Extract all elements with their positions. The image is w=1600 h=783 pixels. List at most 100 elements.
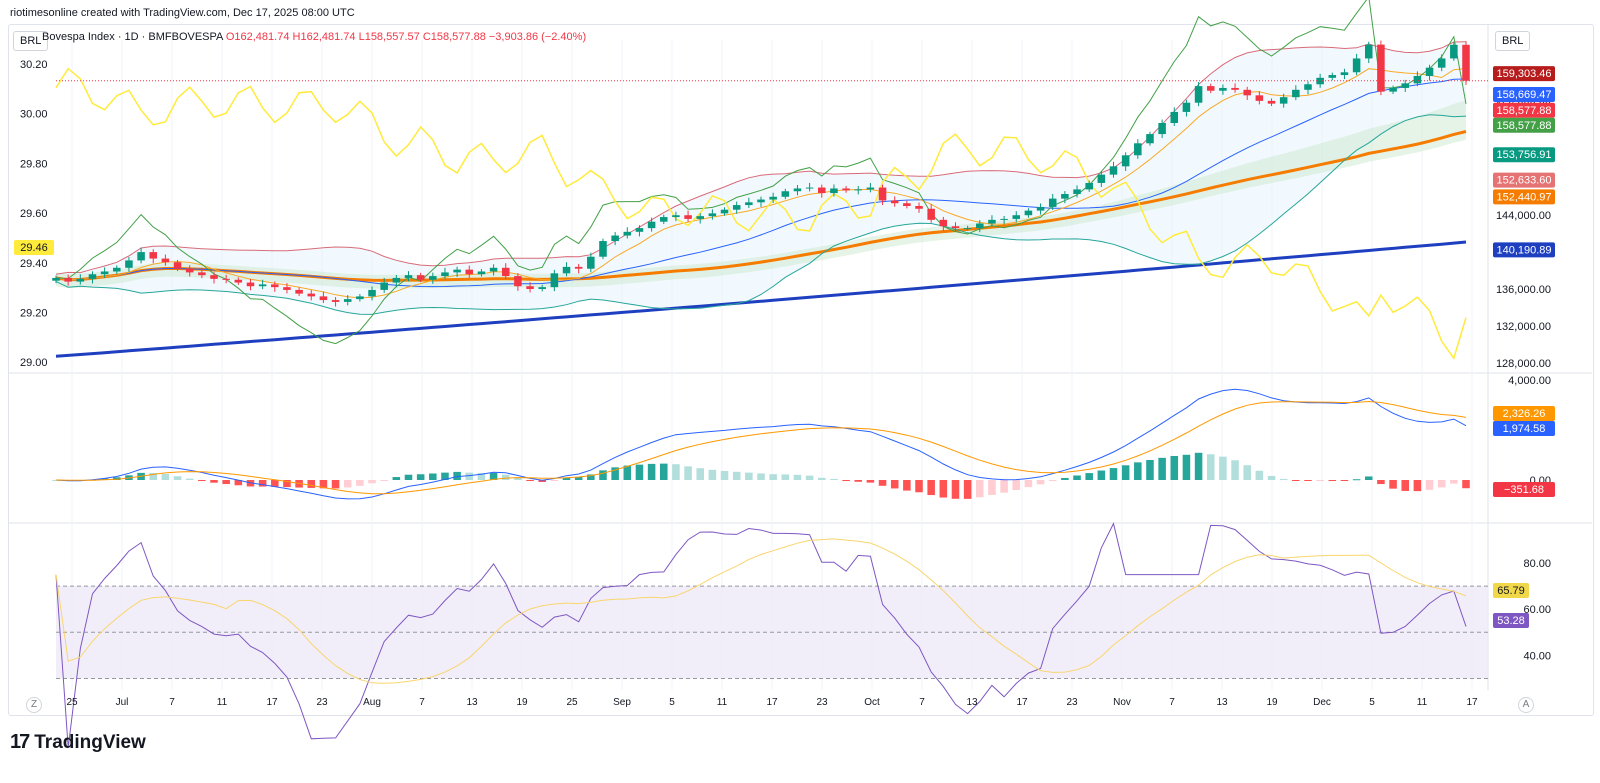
price-tick-label: 132,000.00 bbox=[1496, 321, 1551, 333]
candle-body bbox=[137, 252, 145, 261]
macd-histogram-bar bbox=[988, 480, 996, 495]
candle-body bbox=[599, 241, 607, 257]
candle-body bbox=[988, 219, 996, 224]
rsi-label-text: 65.79 bbox=[1497, 585, 1525, 597]
macd-histogram-bar bbox=[1061, 477, 1069, 480]
macd-histogram-bar bbox=[319, 480, 328, 489]
macd-histogram-bar bbox=[1073, 475, 1081, 480]
auto-scale-icon[interactable]: A bbox=[1518, 697, 1534, 713]
candle-body bbox=[64, 277, 72, 282]
macd-histogram-bar bbox=[1255, 470, 1264, 480]
macd-histogram-bar bbox=[587, 474, 595, 480]
macd-label-text: −351.68 bbox=[1504, 484, 1544, 496]
candle-body bbox=[234, 279, 243, 283]
bollinger-fill bbox=[56, 41, 1466, 315]
candle-body bbox=[368, 289, 376, 297]
left-tick-label: 29.00 bbox=[20, 357, 48, 369]
sma200-line bbox=[55, 240, 1467, 358]
macd-histogram-bar bbox=[599, 470, 607, 480]
rsi-tick-label: 40.00 bbox=[1523, 650, 1551, 662]
macd-histogram-bar bbox=[696, 468, 704, 480]
x-tick-label: 17 bbox=[1466, 697, 1478, 708]
candle-body bbox=[185, 268, 194, 273]
timezone-icon[interactable]: Z bbox=[26, 697, 42, 713]
macd-histogram-bar bbox=[842, 480, 850, 481]
candle-body bbox=[1437, 58, 1446, 68]
macd-histogram-bar bbox=[1377, 480, 1385, 485]
macd-histogram-bar bbox=[611, 467, 619, 480]
candle-body bbox=[1231, 87, 1239, 90]
macd-histogram-bar bbox=[805, 475, 814, 480]
macd-histogram-bar bbox=[149, 472, 158, 480]
price-label-bg bbox=[1493, 189, 1555, 205]
rsi-tick-label: 80.00 bbox=[1523, 558, 1551, 570]
candle-body bbox=[1377, 44, 1385, 92]
price-label-bg bbox=[1493, 172, 1555, 188]
currency-left-button[interactable]: BRL bbox=[13, 31, 49, 51]
rsi-line bbox=[55, 522, 1467, 748]
macd-histogram-bar bbox=[501, 474, 510, 480]
candle-body bbox=[976, 223, 984, 229]
candle-body bbox=[1243, 89, 1251, 96]
macd-label-bg bbox=[1493, 482, 1555, 497]
macd-histogram-bar bbox=[271, 480, 279, 487]
candle-body bbox=[1304, 84, 1312, 90]
macd-histogram-bar bbox=[1316, 480, 1324, 481]
candle-body bbox=[1292, 89, 1300, 98]
price-label-bg bbox=[1493, 102, 1555, 118]
macd-histogram-bar bbox=[1389, 480, 1397, 489]
macd-histogram-bar bbox=[1450, 480, 1458, 484]
candle-body bbox=[1061, 194, 1069, 199]
macd-histogram-bar bbox=[890, 480, 899, 489]
x-tick-label: 5 bbox=[1369, 697, 1375, 708]
symbol-name[interactable]: Bovespa Index · 1D · BMFBOVESPA bbox=[42, 31, 223, 43]
macd-histogram-bar bbox=[1012, 480, 1021, 491]
candle-body bbox=[343, 299, 352, 302]
macd-histogram-bar bbox=[368, 480, 376, 484]
currency-right-button[interactable]: BRL bbox=[1495, 31, 1531, 51]
price-label-bg bbox=[1493, 86, 1555, 102]
x-tick-label: 11 bbox=[1417, 697, 1428, 708]
macd-histogram-bar bbox=[173, 476, 182, 480]
x-tick-label: 23 bbox=[316, 697, 328, 708]
candle-body bbox=[805, 187, 814, 189]
candle-body bbox=[489, 267, 498, 272]
macd-histogram-bar bbox=[404, 474, 413, 480]
macd-histogram-bar bbox=[380, 480, 388, 481]
candle-body bbox=[903, 203, 911, 206]
macd-histogram-bar bbox=[562, 477, 571, 480]
x-tick-label: 23 bbox=[816, 697, 828, 708]
macd-histogram-bar bbox=[1267, 475, 1276, 480]
price-label-text: 152,633.60 bbox=[1496, 175, 1551, 187]
rsi-tick-label: 60.00 bbox=[1523, 604, 1551, 616]
macd-histogram-bar bbox=[1243, 465, 1251, 480]
macd-histogram-bar bbox=[161, 473, 170, 480]
macd-histogram-bar bbox=[234, 480, 243, 486]
macd-histogram-bar bbox=[1328, 480, 1337, 481]
candle-body bbox=[161, 258, 170, 263]
candle-body bbox=[319, 296, 328, 301]
candle-body bbox=[878, 187, 887, 201]
candle-body bbox=[927, 208, 935, 220]
x-tick-label: 7 bbox=[1169, 697, 1175, 708]
tradingview-brand[interactable]: 17 TradingView bbox=[10, 731, 146, 754]
rsi-label-bg bbox=[1493, 583, 1529, 598]
macd-histogram-bar bbox=[392, 477, 401, 480]
candle-body bbox=[647, 221, 656, 229]
candle-body bbox=[1462, 44, 1470, 81]
candle-body bbox=[842, 188, 850, 191]
chart-frame bbox=[8, 24, 1594, 716]
candle-body bbox=[76, 278, 85, 282]
rsi-label-text: 53.28 bbox=[1497, 615, 1525, 627]
macd-histogram-bar bbox=[1292, 480, 1300, 481]
macd-histogram-bar bbox=[915, 480, 923, 493]
price-label-bg bbox=[1493, 117, 1555, 133]
candle-body bbox=[696, 216, 704, 219]
x-tick-label: Aug bbox=[363, 697, 381, 708]
candle-body bbox=[1097, 174, 1106, 183]
x-tick-label: 7 bbox=[169, 697, 175, 708]
tradingview-logo-icon: 17 bbox=[10, 731, 30, 753]
macd-histogram-bar bbox=[1304, 480, 1312, 481]
candle-body bbox=[1194, 86, 1203, 103]
